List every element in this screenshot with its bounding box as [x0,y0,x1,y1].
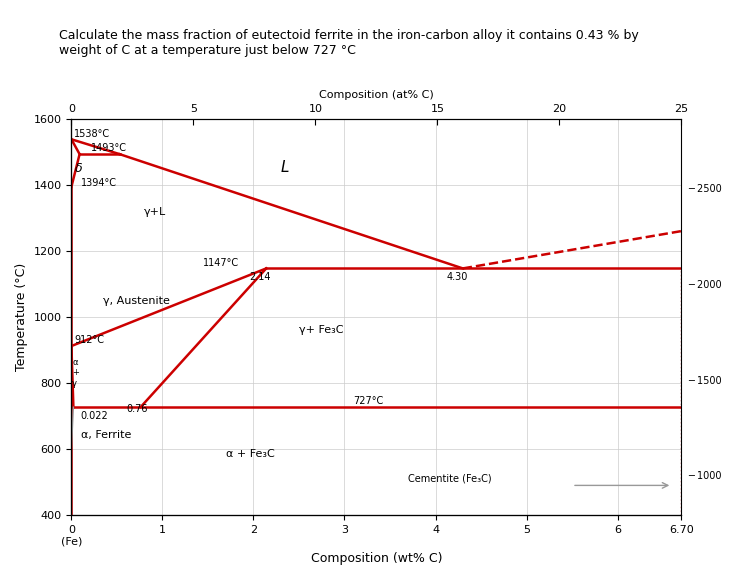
Text: α + Fe₃C: α + Fe₃C [226,450,275,459]
Text: Cementite (Fe₃C): Cementite (Fe₃C) [408,473,492,484]
Text: 0.022: 0.022 [80,411,108,421]
Text: α
+
γ: α + γ [72,358,79,387]
X-axis label: Composition (at% C): Composition (at% C) [319,90,434,100]
Y-axis label: Temperature (°C): Temperature (°C) [15,263,28,371]
Text: γ, Austenite: γ, Austenite [103,296,170,306]
Text: L: L [280,160,289,175]
Text: 0.76: 0.76 [126,404,147,414]
Text: 727°C: 727°C [353,396,384,406]
Text: ─ 1500: ─ 1500 [687,376,721,386]
Text: ─ 1000: ─ 1000 [687,472,721,481]
Text: 4.30: 4.30 [447,272,468,282]
Text: γ+ Fe₃C: γ+ Fe₃C [299,325,344,335]
Text: α, Ferrite: α, Ferrite [80,430,131,440]
Text: 1493°C: 1493°C [91,143,127,153]
Text: γ+L: γ+L [144,206,166,216]
X-axis label: Composition (wt% C): Composition (wt% C) [311,552,442,565]
Text: 912°C: 912°C [74,335,104,345]
Text: δ: δ [75,162,82,175]
Text: 1394°C: 1394°C [80,177,116,187]
Text: ─ 2000: ─ 2000 [687,280,721,290]
Text: 1147°C: 1147°C [203,259,239,269]
Text: 2.14: 2.14 [249,272,270,282]
Text: Calculate the mass fraction of eutectoid ferrite in the iron-carbon alloy it con: Calculate the mass fraction of eutectoid… [59,29,639,57]
Text: 1538°C: 1538°C [74,129,110,139]
Text: ─ 2500: ─ 2500 [687,184,721,194]
